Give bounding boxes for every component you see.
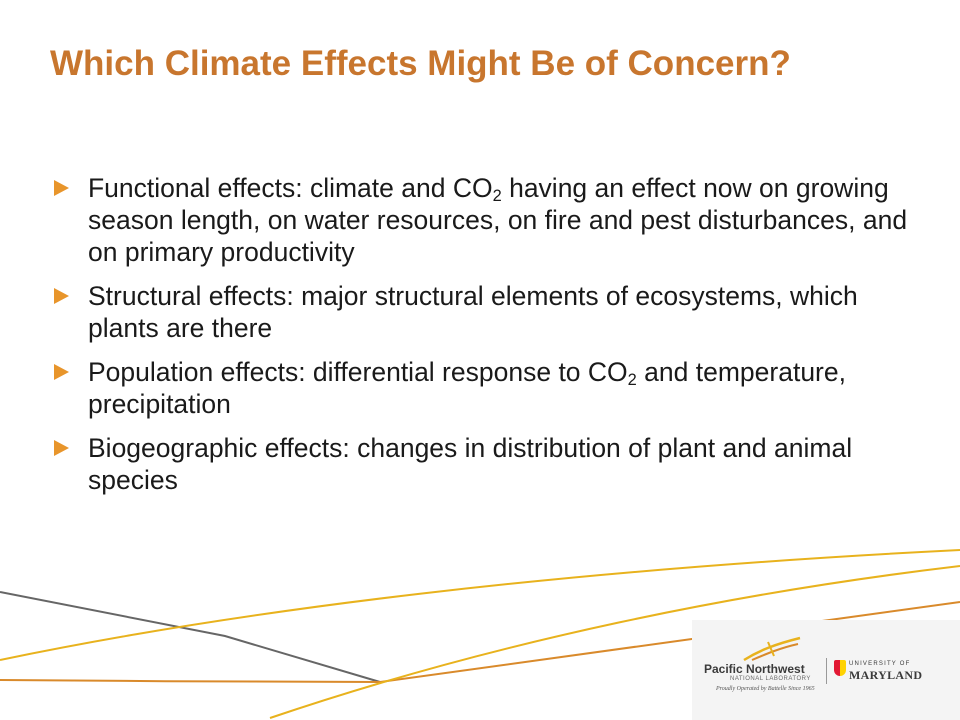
bullet-text: Functional effects: climate and CO2 havi… [88,173,907,267]
subscript: 2 [492,187,502,205]
umd-logo-name: MARYLAND [849,668,923,682]
bullet-text-part: having an effect now on growing season l… [88,173,908,267]
bullet-item: Population effects: differential respons… [52,356,922,420]
triangle-right-icon [54,288,69,304]
bullet-item: Functional effects: climate and CO2 havi… [52,172,922,268]
pnnl-logo-subtitle: NATIONAL LABORATORY [730,676,811,682]
bullet-item: Biogeographic effects: changes in distri… [52,432,922,496]
slide-title: Which Climate Effects Might Be of Concer… [50,44,791,83]
triangle-right-icon [54,440,69,456]
swoosh-line-gold-upper [0,549,960,661]
bullet-text-part: and temperature, precipitation [88,357,846,419]
swoosh-line-gold-lower [269,565,960,719]
swoosh-line-gray [0,591,381,683]
bullet-text: Structural effects: major structural ele… [88,281,858,343]
logo-divider [826,658,827,684]
bullet-text-part: Population effects: differential respons… [88,357,628,387]
triangle-right-icon [54,180,69,196]
pnnl-logo-name: Pacific Northwest [704,662,805,676]
umd-shield-icon [834,660,846,676]
subscript: 2 [627,371,637,389]
bullet-text-part: Biogeographic effects: changes in distri… [88,433,853,495]
bullet-text: Population effects: differential respons… [88,357,846,419]
pnnl-logo-tagline: Proudly Operated by Battelle Since 1965 [716,686,815,692]
pnnl-swoosh-icon [743,636,801,662]
bullet-text-part: Functional effects: climate and CO [88,173,493,203]
bullet-list: Functional effects: climate and CO2 havi… [52,172,922,508]
bullet-text-part: Structural effects: major structural ele… [88,281,858,343]
swoosh-line-orange [0,601,960,684]
bullet-item: Structural effects: major structural ele… [52,280,922,344]
umd-logo-university: UNIVERSITY OF [849,661,911,667]
triangle-right-icon [54,364,69,380]
bullet-text: Biogeographic effects: changes in distri… [88,433,852,495]
